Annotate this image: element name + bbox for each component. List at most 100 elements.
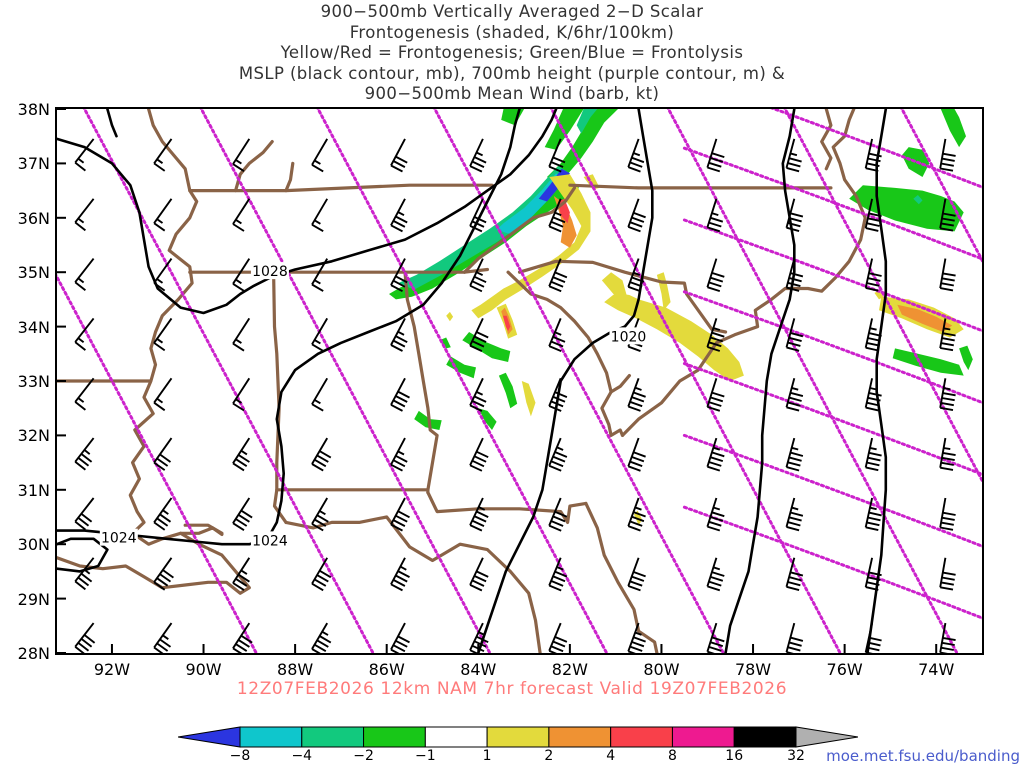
barb-full [390,403,403,412]
barb-full [629,161,643,168]
wind-barb [864,318,882,352]
barb-full [550,400,564,408]
barb-full [471,340,485,348]
barb-full [240,634,253,644]
barb-full [940,521,954,526]
barb-full [473,640,487,648]
mslp-label-bg-3 [609,327,648,345]
barb-half [314,279,321,285]
mslp-label-2: 1024 [250,531,289,549]
wind-barb [469,138,487,173]
barb-full [550,340,564,348]
wind-barb [153,437,173,471]
frontolysis-patch-nw [501,109,525,126]
barb-full [865,526,879,532]
barb-full [311,463,324,472]
barb-full [235,578,248,587]
wind-barb [153,622,173,653]
colorbar-bin-5 [548,726,612,748]
barb-full [866,581,880,586]
barb-full [473,455,487,463]
barb-full [788,276,802,283]
map-svg: 1028 1024 1024 1020 [57,109,982,653]
barb-full [74,520,86,531]
barb-full [633,211,646,219]
barb-full [232,462,245,472]
colorbar-tick-2: −2 [353,748,374,764]
wind-barb [311,138,329,173]
wind-barb [74,138,95,172]
barb-full [395,639,408,648]
barb-full [629,460,643,467]
barb-full [868,152,882,158]
barb-full [232,522,245,532]
barb-full [232,402,245,412]
barb-full [627,166,641,173]
barb-full [942,152,956,157]
barb-full [390,224,403,233]
frontogenesis-region-atlantic-orange [897,304,953,332]
barb-full [232,647,243,653]
barb-full [77,642,90,652]
barb-full [868,212,882,218]
barb-full [866,162,880,168]
barb-full [866,401,880,407]
lon-tick-92W: 92W [93,660,131,679]
barb-half [397,211,405,217]
barb-full [471,400,485,408]
barb-full [235,518,248,527]
barb-full [473,156,487,164]
barb-full [319,569,332,579]
barb-half [321,630,329,636]
barb-shaft [232,377,251,405]
barb-full [316,639,329,648]
barb-full [866,521,880,527]
wind-barb [469,198,487,233]
frontogenesis-streak [656,272,671,311]
barb-full [711,636,725,643]
state-boundary-13 [820,109,833,171]
barb-full [471,519,485,527]
barb-full [866,341,880,347]
lon-tick-76W: 76W [826,660,863,679]
barb-full [633,571,646,578]
wind-barb [785,138,802,173]
barb-half [156,338,164,344]
barb-full [787,521,801,527]
barb-full [237,639,250,648]
barb-full [311,283,324,292]
barb-full [633,636,646,643]
barb-full [80,453,93,463]
barb-full [629,520,643,527]
state-boundary-19 [284,161,295,193]
mslp-contour-0 [57,109,558,315]
lon-tick-90W: 90W [185,660,222,679]
barb-full [153,222,166,232]
barb-full [941,456,955,462]
barb-full [311,223,324,233]
barb-full [631,396,645,403]
barb-half [399,565,407,571]
barb-full [156,457,169,467]
barb-full [865,651,873,653]
height-contour-e-2 [682,218,982,333]
barb-full [788,396,802,402]
lon-tick-78W: 78W [734,660,772,679]
barb-half [478,506,486,511]
barb-full [469,524,483,532]
barb-full [711,391,725,398]
barb-full [552,395,566,403]
colorbar-bin-8 [733,726,797,748]
wind-barb [390,622,410,653]
barb-full [867,576,881,582]
barb-full [790,451,804,457]
barb-full [786,651,794,653]
wind-barb [627,258,645,293]
barb-full [788,456,802,462]
barb-half [711,212,719,217]
barb-full [787,461,801,467]
barb-full [940,282,954,287]
barb-full [83,634,96,644]
barb-full [867,337,881,342]
barb-half [869,387,877,391]
